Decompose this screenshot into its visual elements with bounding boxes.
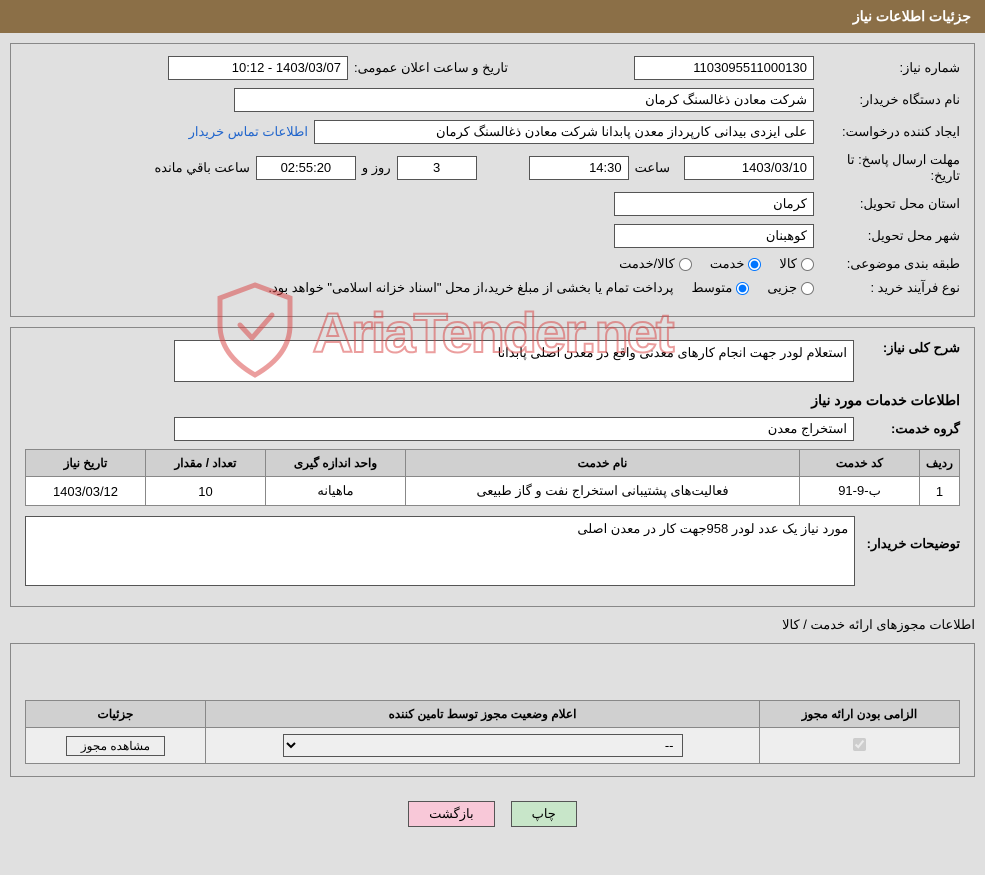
- cell-code: ب-9-91: [800, 477, 920, 506]
- city-value: کوهبنان: [614, 224, 814, 248]
- deadline-remaining: ساعت باقي مانده: [154, 160, 249, 176]
- licenses-title: اطلاعات مجوزهای ارائه خدمت / کالا: [10, 617, 975, 633]
- th-lic-status: اعلام وضعیت مجوز توسط تامین کننده: [206, 701, 760, 728]
- view-license-button[interactable]: مشاهده مجوز: [66, 736, 165, 756]
- province-value: کرمان: [614, 192, 814, 216]
- announce-date-value: 1403/03/07 - 10:12: [168, 56, 348, 80]
- page-title: جزئیات اطلاعات نیاز: [853, 8, 971, 24]
- print-button[interactable]: چاپ: [511, 801, 577, 827]
- province-label: استان محل تحویل:: [820, 196, 960, 212]
- category-option-service[interactable]: خدمت: [710, 256, 762, 272]
- category-radio-service[interactable]: [748, 258, 761, 271]
- cell-qty: 10: [146, 477, 266, 506]
- deadline-date: 1403/03/10: [684, 156, 814, 180]
- cell-unit: ماهیانه: [266, 477, 406, 506]
- th-lic-required: الزامی بودن ارائه مجوز: [760, 701, 960, 728]
- th-code: کد خدمت: [800, 450, 920, 477]
- category-option-both[interactable]: کالا/خدمت: [619, 256, 692, 272]
- service-group-label: گروه خدمت:: [860, 421, 960, 437]
- category-radio-both[interactable]: [679, 258, 692, 271]
- category-radio-group: کالا خدمت کالا/خدمت: [619, 256, 814, 272]
- category-radio-goods[interactable]: [801, 258, 814, 271]
- description-textarea[interactable]: [174, 340, 854, 382]
- table-row: 1 ب-9-91 فعالیت‌های پشتیبانی استخراج نفت…: [26, 477, 960, 506]
- license-row: -- مشاهده مجوز: [26, 728, 960, 764]
- license-status-select[interactable]: --: [283, 734, 683, 757]
- description-label: شرح کلی نیاز:: [860, 340, 960, 356]
- th-qty: تعداد / مقدار: [146, 450, 266, 477]
- th-date: تاریخ نیاز: [26, 450, 146, 477]
- description-panel: شرح کلی نیاز: اطلاعات خدمات مورد نیاز گر…: [10, 327, 975, 607]
- process-radio-minor[interactable]: [801, 282, 814, 295]
- process-option-minor[interactable]: جزیی: [767, 280, 814, 296]
- th-row: ردیف: [920, 450, 960, 477]
- category-option-goods[interactable]: کالا: [779, 256, 814, 272]
- th-lic-details: جزئیات: [26, 701, 206, 728]
- process-type-note: پرداخت تمام یا بخشی از مبلغ خرید،از محل …: [268, 280, 673, 296]
- license-required-checkbox: [853, 738, 866, 751]
- need-info-panel: شماره نیاز: 1103095511000130 تاریخ و ساع…: [10, 43, 975, 317]
- cell-name: فعالیت‌های پشتیبانی استخراج نفت و گاز طب…: [406, 477, 800, 506]
- cell-lic-required: [760, 728, 960, 764]
- buyer-org-label: نام دستگاه خریدار:: [820, 92, 960, 108]
- deadline-time-label: ساعت: [635, 160, 670, 176]
- service-group-value: استخراج معدن: [174, 417, 854, 441]
- button-row: چاپ بازگشت: [0, 787, 985, 847]
- process-radio-medium[interactable]: [736, 282, 749, 295]
- contact-link[interactable]: اطلاعات تماس خریدار: [189, 124, 308, 140]
- cell-row: 1: [920, 477, 960, 506]
- buyer-notes-label: توضیحات خریدار:: [861, 516, 960, 552]
- page-header: جزئیات اطلاعات نیاز: [0, 0, 985, 33]
- th-name: نام خدمت: [406, 450, 800, 477]
- buyer-org-value: شرکت معادن ذغالسنگ کرمان: [234, 88, 814, 112]
- buyer-notes-textarea[interactable]: [25, 516, 855, 586]
- deadline-days-label: روز و: [362, 160, 391, 176]
- process-option-medium[interactable]: متوسط: [691, 280, 749, 296]
- deadline-days: 3: [397, 156, 477, 180]
- deadline-label: مهلت ارسال پاسخ: تا تاریخ:: [820, 152, 960, 184]
- city-label: شهر محل تحویل:: [820, 228, 960, 244]
- category-label: طبقه بندی موضوعی:: [820, 256, 960, 272]
- licenses-table: الزامی بودن ارائه مجوز اعلام وضعیت مجوز …: [25, 700, 960, 764]
- back-button[interactable]: بازگشت: [408, 801, 494, 827]
- services-title: اطلاعات خدمات مورد نیاز: [25, 392, 960, 409]
- need-number-value: 1103095511000130: [634, 56, 814, 80]
- services-table: ردیف کد خدمت نام خدمت واحد اندازه گیری ت…: [25, 449, 960, 506]
- deadline-time: 14:30: [529, 156, 629, 180]
- process-type-label: نوع فرآیند خرید :: [820, 280, 960, 296]
- cell-date: 1403/03/12: [26, 477, 146, 506]
- th-unit: واحد اندازه گیری: [266, 450, 406, 477]
- need-number-label: شماره نیاز:: [820, 60, 960, 76]
- requester-label: ایجاد کننده درخواست:: [820, 124, 960, 140]
- cell-lic-status: --: [206, 728, 760, 764]
- licenses-panel: الزامی بودن ارائه مجوز اعلام وضعیت مجوز …: [10, 643, 975, 777]
- deadline-counter: 02:55:20: [256, 156, 356, 180]
- requester-value: علی ایزدی بیدانی کارپرداز معدن پابدانا ش…: [314, 120, 814, 144]
- process-type-radio-group: جزیی متوسط: [691, 280, 814, 296]
- cell-lic-details: مشاهده مجوز: [26, 728, 206, 764]
- announce-date-label: تاریخ و ساعت اعلان عمومی:: [354, 60, 508, 76]
